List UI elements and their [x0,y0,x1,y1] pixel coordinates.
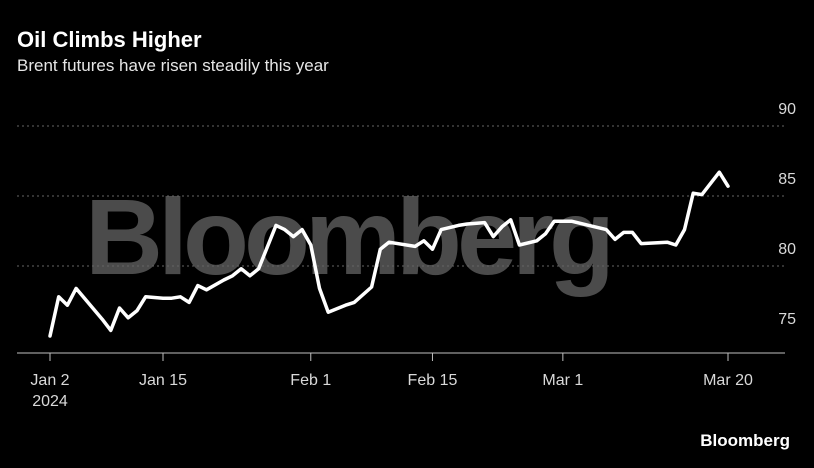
y-tick-label: 85 [778,171,796,188]
y-axis-ticks: 75 80 85 90 [778,101,796,328]
x-tick-label: Jan 2 [30,372,69,389]
y-tick-label: 90 [778,101,796,118]
x-tick-label: Jan 15 [139,372,187,389]
x-tick-label: Mar 1 [542,372,583,389]
x-axis-ticks: Jan 2 2024 Jan 15 Feb 1 Feb 15 Mar 1 Mar 20 [30,353,753,410]
x-tick-year-label: 2024 [32,393,68,410]
y-tick-label: 80 [778,241,796,258]
bloomberg-source-logo: Bloomberg [700,431,790,450]
x-tick-label: Feb 15 [408,372,458,389]
x-tick-label: Feb 1 [290,372,331,389]
x-tick-label: Mar 20 [703,372,753,389]
bloomberg-watermark: Bloomberg [85,176,610,297]
chart-subtitle: Brent futures have risen steadily this y… [17,56,329,75]
y-tick-label: 75 [778,311,796,328]
gridlines [17,125,785,267]
chart-title: Oil Climbs Higher [17,27,202,52]
brent-price-line [48,170,730,338]
